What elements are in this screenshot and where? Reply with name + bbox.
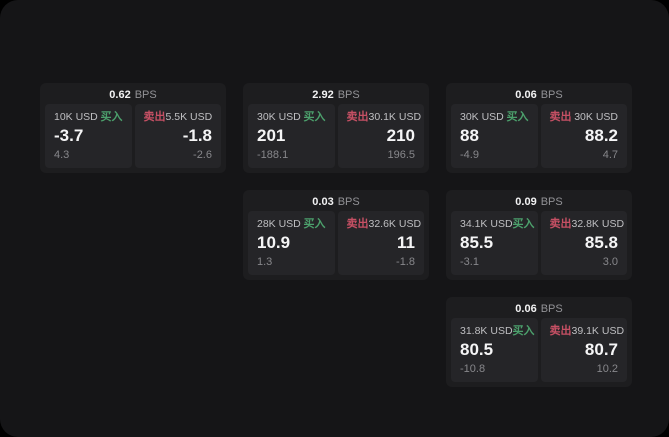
- sell-amount: 5.5K USD: [165, 111, 213, 123]
- buy-side-label: 买入: [512, 218, 535, 230]
- bps-unit-label: BPS: [337, 89, 360, 101]
- buy-amount: 34.1K USD: [460, 218, 513, 230]
- bps-unit-label: BPS: [337, 196, 360, 208]
- sell-price: -1.8: [182, 126, 212, 145]
- buy-side-label: 买入: [512, 325, 535, 337]
- quote-tiles: 31.8K USD 买入 80.5 -10.8 卖出 39.1K USD 80.…: [451, 318, 627, 382]
- sell-side-label: 卖出: [549, 325, 572, 337]
- bps-unit-label: BPS: [540, 89, 563, 101]
- sell-tile[interactable]: 卖出 30K USD 88.2 4.7: [540, 104, 627, 168]
- sell-price: 85.8: [584, 233, 618, 252]
- bps-value: 0.62: [109, 89, 131, 101]
- quote-card-3: 0.06 BPS 30K USD 买入 88 -4.9 卖出: [446, 83, 632, 173]
- buy-price: 80.5: [460, 340, 494, 359]
- sell-amount: 32.8K USD: [571, 218, 625, 230]
- buy-change: -188.1: [257, 149, 289, 161]
- buy-tile[interactable]: 34.1K USD 买入 85.5 -3.1: [451, 211, 538, 275]
- sell-side-label: 卖出: [143, 111, 166, 123]
- sell-amount: 32.6K USD: [368, 218, 422, 230]
- sell-tile[interactable]: 卖出 5.5K USD -1.8 -2.6: [134, 104, 221, 168]
- bps-unit-label: BPS: [540, 196, 563, 208]
- buy-tile[interactable]: 31.8K USD 买入 80.5 -10.8: [451, 318, 538, 382]
- buy-price: 88: [460, 126, 479, 145]
- bps-value: 0.06: [515, 89, 537, 101]
- buy-price: 10.9: [257, 233, 291, 252]
- buy-amount: 31.8K USD: [460, 325, 513, 337]
- buy-change: -10.8: [460, 363, 486, 375]
- buy-change: 4.3: [54, 149, 70, 161]
- sell-change: 3.0: [602, 256, 618, 268]
- sell-side-label: 卖出: [549, 111, 572, 123]
- buy-change: -3.1: [460, 256, 479, 268]
- buy-side-label: 买入: [100, 111, 123, 123]
- bps-header: 0.09 BPS: [451, 194, 627, 211]
- quote-tiles: 10K USD 买入 -3.7 4.3 卖出 5.5K USD -1.8 -2.…: [45, 104, 221, 168]
- quote-tiles: 34.1K USD 买入 85.5 -3.1 卖出 32.8K USD 85.8…: [451, 211, 627, 275]
- sell-side-label: 卖出: [549, 218, 572, 230]
- sell-price: 88.2: [584, 126, 618, 145]
- quote-card-5: 0.09 BPS 34.1K USD 买入 85.5 -3.1 卖出: [446, 190, 632, 280]
- quote-card-1: 0.62 BPS 10K USD 买入 -3.7 4.3 卖出: [40, 83, 226, 173]
- sell-amount: 30K USD: [574, 111, 618, 123]
- quote-tiles: 28K USD 买入 10.9 1.3 卖出 32.6K USD 11 -1.8: [248, 211, 424, 275]
- bps-value: 0.03: [312, 196, 334, 208]
- bps-unit-label: BPS: [540, 303, 563, 315]
- bps-header: 0.06 BPS: [451, 87, 627, 104]
- sell-change: -1.8: [396, 256, 415, 268]
- sell-price: 210: [386, 126, 415, 145]
- buy-price: 85.5: [460, 233, 494, 252]
- buy-change: -4.9: [460, 149, 479, 161]
- buy-tile[interactable]: 30K USD 买入 88 -4.9: [451, 104, 538, 168]
- buy-side-label: 买入: [303, 111, 326, 123]
- sell-tile[interactable]: 卖出 32.8K USD 85.8 3.0: [540, 211, 627, 275]
- sell-change: 10.2: [596, 363, 618, 375]
- buy-amount: 30K USD: [460, 111, 504, 123]
- bps-header: 0.62 BPS: [45, 87, 221, 104]
- sell-side-label: 卖出: [346, 218, 369, 230]
- bps-header: 0.06 BPS: [451, 301, 627, 318]
- cards-grid: 0.62 BPS 10K USD 买入 -3.7 4.3 卖出: [40, 83, 632, 387]
- sell-amount: 30.1K USD: [368, 111, 422, 123]
- bps-header: 0.03 BPS: [248, 194, 424, 211]
- bps-value: 2.92: [312, 89, 334, 101]
- bps-header: 2.92 BPS: [248, 87, 424, 104]
- sell-side-label: 卖出: [346, 111, 369, 123]
- buy-price: 201: [257, 126, 286, 145]
- buy-amount: 28K USD: [257, 218, 301, 230]
- sell-tile[interactable]: 卖出 32.6K USD 11 -1.8: [337, 211, 424, 275]
- bps-unit-label: BPS: [134, 89, 157, 101]
- buy-side-label: 买入: [303, 218, 326, 230]
- buy-tile[interactable]: 10K USD 买入 -3.7 4.3: [45, 104, 132, 168]
- sell-amount: 39.1K USD: [571, 325, 625, 337]
- sell-price: 11: [397, 233, 415, 252]
- sell-price: 80.7: [584, 340, 618, 359]
- buy-side-label: 买入: [506, 111, 529, 123]
- quote-card-6: 0.06 BPS 31.8K USD 买入 80.5 -10.8 卖出: [446, 297, 632, 387]
- quote-card-4: 0.03 BPS 28K USD 买入 10.9 1.3 卖出: [243, 190, 429, 280]
- quote-card-2: 2.92 BPS 30K USD 买入 201 -188.1 卖出: [243, 83, 429, 173]
- sell-change: 196.5: [387, 149, 415, 161]
- bps-value: 0.06: [515, 303, 537, 315]
- sell-change: -2.6: [193, 149, 212, 161]
- sell-tile[interactable]: 卖出 30.1K USD 210 196.5: [337, 104, 424, 168]
- quote-tiles: 30K USD 买入 201 -188.1 卖出 30.1K USD 210 1…: [248, 104, 424, 168]
- buy-tile[interactable]: 28K USD 买入 10.9 1.3: [248, 211, 335, 275]
- buy-amount: 30K USD: [257, 111, 301, 123]
- buy-change: 1.3: [257, 256, 273, 268]
- buy-tile[interactable]: 30K USD 买入 201 -188.1: [248, 104, 335, 168]
- buy-amount: 10K USD: [54, 111, 98, 123]
- buy-price: -3.7: [54, 126, 84, 145]
- bps-value: 0.09: [515, 196, 537, 208]
- quote-tiles: 30K USD 买入 88 -4.9 卖出 30K USD 88.2 4.7: [451, 104, 627, 168]
- sell-change: 4.7: [602, 149, 618, 161]
- sell-tile[interactable]: 卖出 39.1K USD 80.7 10.2: [540, 318, 627, 382]
